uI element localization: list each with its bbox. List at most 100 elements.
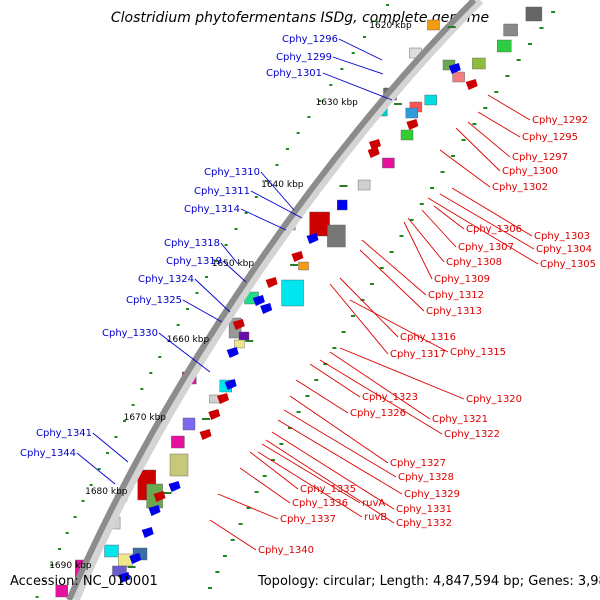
gene-label-cphy-1299[interactable]: Cphy_1299: [276, 52, 332, 63]
gene-label-cphy-1313[interactable]: Cphy_1313: [426, 306, 482, 317]
gene-leader-line: [487, 94, 531, 121]
gene-label-cphy-1332[interactable]: Cphy_1332: [396, 518, 452, 529]
gene-label-cphy-1331[interactable]: Cphy_1331: [396, 504, 452, 515]
gene-label-cphy-1304[interactable]: Cphy_1304: [536, 244, 592, 255]
gene-label-cphy-1344[interactable]: Cphy_1344: [20, 448, 76, 459]
gene-label-cphy-1319[interactable]: Cphy_1319: [166, 256, 222, 267]
gene-leader-line: [76, 452, 116, 485]
gene-label-cphy-1312[interactable]: Cphy_1312: [428, 290, 484, 301]
gc-dot: [246, 507, 251, 509]
gc-dot: [65, 532, 69, 534]
gene-label-cphy-1324[interactable]: Cphy_1324: [138, 274, 194, 285]
gc-dot: [472, 123, 477, 125]
gene-leader-line: [250, 190, 303, 219]
gene-block: [525, 6, 543, 22]
scale-tick-mark: [393, 103, 402, 105]
gene-label-cphy-1292[interactable]: Cphy_1292: [532, 115, 588, 126]
gene-label-cphy-1336[interactable]: Cphy_1336: [292, 498, 348, 509]
gene-label-cphy-1296[interactable]: Cphy_1296: [282, 34, 338, 45]
gene-arrow: [367, 147, 380, 158]
gene-arrow: [368, 139, 381, 150]
gene-leader-line: [421, 209, 457, 248]
gc-dot: [516, 59, 521, 61]
gc-dot: [224, 244, 228, 246]
gc-dot: [265, 180, 269, 182]
gene-leader-line: [322, 72, 393, 101]
gene-label-cphy-1323[interactable]: Cphy_1323: [362, 392, 418, 403]
gene-label-cphy-1328[interactable]: Cphy_1328: [398, 472, 454, 483]
gc-dot: [254, 491, 259, 493]
gene-label-cphy-1308[interactable]: Cphy_1308: [446, 257, 502, 268]
scale-tick-mark: [447, 26, 456, 28]
gene-label-cphy-1335[interactable]: Cphy_1335: [300, 484, 356, 495]
gene-label-cphy-1326[interactable]: Cphy_1326: [350, 408, 406, 419]
gene-label-cphy-1321[interactable]: Cphy_1321: [432, 414, 488, 425]
gene-label-cphy-1317[interactable]: Cphy_1317: [390, 349, 446, 360]
gene-label-cphy-1297[interactable]: Cphy_1297: [512, 152, 568, 163]
gc-dot: [186, 308, 189, 310]
gc-dot: [131, 404, 135, 406]
scale-tick-label: 1690 kbp: [49, 561, 92, 571]
gc-dot: [205, 276, 208, 278]
gene-label-cphy-1318[interactable]: Cphy_1318: [164, 238, 220, 249]
gene-label-cphy-1325[interactable]: Cphy_1325: [126, 295, 182, 306]
gc-dot: [539, 27, 544, 29]
gene-label-cphy-1300[interactable]: Cphy_1300: [502, 166, 558, 177]
gene-label-cphy-1341[interactable]: Cphy_1341: [36, 428, 92, 439]
gene-label-cphy-1330[interactable]: Cphy_1330: [102, 328, 158, 339]
gene-leader-line: [319, 359, 443, 435]
scale-tick-label: 1670 kbp: [124, 413, 167, 423]
gene-label-cphy-1301[interactable]: Cphy_1301: [266, 68, 322, 79]
gene-label-cphy-1309[interactable]: Cphy_1309: [434, 274, 490, 285]
gene-label-cphy-1307[interactable]: Cphy_1307: [458, 242, 514, 253]
gene-label-cphy-1327[interactable]: Cphy_1327: [390, 458, 446, 469]
gc-dot: [332, 347, 337, 349]
gene-block: [427, 19, 440, 31]
gene-label-cphy-1322[interactable]: Cphy_1322: [444, 429, 500, 440]
gene-leader-line: [277, 419, 403, 495]
scale-tick-mark: [245, 340, 254, 342]
gene-label-cphy-1310[interactable]: Cphy_1310: [204, 167, 260, 178]
gc-dot: [296, 411, 301, 413]
gene-label-cphy-1302[interactable]: Cphy_1302: [492, 182, 548, 193]
gc-dot: [114, 436, 118, 438]
gene-block: [281, 279, 304, 307]
gene-block: [298, 261, 309, 271]
gene-label-cphy-1295[interactable]: Cphy_1295: [522, 132, 578, 143]
gene-block: [452, 71, 465, 83]
gene-leader-line: [92, 432, 129, 463]
gc-dot: [97, 468, 101, 470]
gene-label-cphy-1311[interactable]: Cphy_1311: [194, 186, 250, 197]
gene-leader-line: [403, 221, 433, 280]
gene-arrow: [306, 233, 319, 244]
gene-label-cphy-1340[interactable]: Cphy_1340: [258, 545, 314, 556]
gene-leader-line: [217, 493, 279, 520]
gene-label-ruvb[interactable]: ruvB: [364, 512, 387, 523]
scale-tick-label: 1630 kbp: [315, 98, 358, 108]
gc-dot: [238, 523, 243, 525]
gene-label-cphy-1303[interactable]: Cphy_1303: [534, 231, 590, 242]
gene-label-cphy-1305[interactable]: Cphy_1305: [540, 259, 596, 270]
gene-label-cphy-1315[interactable]: Cphy_1315: [450, 347, 506, 358]
gc-dot: [389, 251, 394, 253]
gc-dot: [195, 292, 199, 294]
gene-label-cphy-1316[interactable]: Cphy_1316: [400, 332, 456, 343]
gc-dot: [140, 388, 144, 390]
gene-label-cphy-1314[interactable]: Cphy_1314: [184, 204, 240, 215]
gene-label-cphy-1320[interactable]: Cphy_1320: [466, 394, 522, 405]
gene-leader-line: [332, 56, 384, 75]
scale-tick-label: 1640 kbp: [261, 180, 304, 190]
gene-leader-line: [361, 239, 427, 296]
gc-dot: [279, 443, 284, 445]
gene-leader-line: [477, 111, 521, 138]
gc-dot: [318, 100, 322, 102]
gene-label-cphy-1306[interactable]: Cphy_1306: [466, 224, 522, 235]
gene-label-cphy-1329[interactable]: Cphy_1329: [404, 489, 460, 500]
gc-dot: [106, 452, 109, 454]
gene-block: [382, 157, 395, 169]
gene-arrow: [129, 553, 142, 564]
gene-label-ruva[interactable]: ruvA: [362, 498, 385, 509]
gene-label-cphy-1337[interactable]: Cphy_1337: [280, 514, 336, 525]
gc-dot: [149, 372, 153, 374]
